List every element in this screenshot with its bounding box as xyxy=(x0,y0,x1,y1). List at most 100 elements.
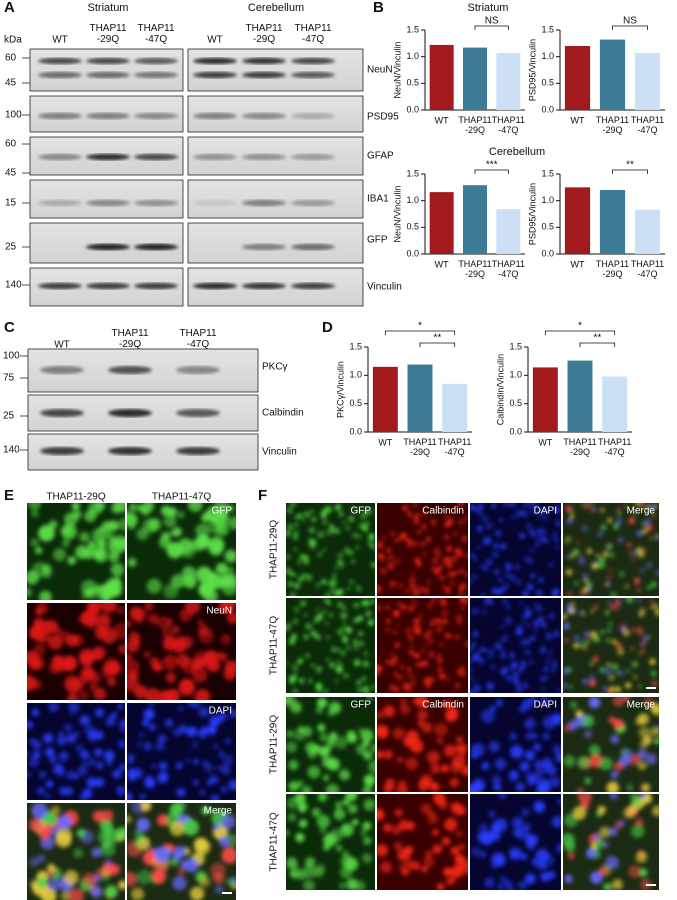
micrograph xyxy=(377,503,468,596)
blot-band xyxy=(242,282,286,290)
cell xyxy=(536,536,540,540)
cell xyxy=(455,614,463,621)
cell xyxy=(178,678,195,695)
cell xyxy=(618,571,625,578)
cell xyxy=(311,516,317,522)
cell xyxy=(71,634,84,647)
micrograph-cells xyxy=(563,794,659,890)
cell xyxy=(416,562,422,567)
cell xyxy=(43,732,54,744)
cell xyxy=(292,529,300,537)
cell xyxy=(42,563,52,574)
cell xyxy=(497,883,505,890)
cell xyxy=(72,510,82,520)
cell xyxy=(624,505,628,509)
cell xyxy=(437,666,443,672)
cell xyxy=(157,734,167,743)
cell xyxy=(402,505,409,512)
cell xyxy=(608,686,615,692)
cell xyxy=(566,518,573,525)
x-tick-label: WT xyxy=(571,259,585,269)
cell xyxy=(293,515,298,520)
cell xyxy=(66,733,77,744)
cell xyxy=(131,887,145,900)
cell xyxy=(431,565,437,572)
cell xyxy=(445,713,455,722)
y-tick-label: 0.0 xyxy=(509,426,522,436)
cell xyxy=(405,682,413,690)
cell xyxy=(194,657,207,669)
cell xyxy=(563,637,569,643)
cell xyxy=(593,833,600,840)
cell xyxy=(535,589,543,596)
cell xyxy=(220,633,232,645)
cell xyxy=(540,622,548,629)
cell xyxy=(127,676,139,692)
cell xyxy=(581,525,589,532)
cell xyxy=(307,765,321,779)
micrograph-cells xyxy=(377,697,468,792)
cell xyxy=(529,503,536,507)
cell xyxy=(328,580,336,587)
cell xyxy=(586,581,593,588)
x-tick-label: THAP11 -29Q xyxy=(458,115,491,135)
cell xyxy=(545,632,553,640)
cell xyxy=(107,677,117,687)
cell xyxy=(482,539,489,546)
cell xyxy=(526,583,534,591)
cell xyxy=(518,880,528,890)
micrograph xyxy=(127,503,236,600)
cell xyxy=(470,668,473,673)
bar xyxy=(463,185,487,254)
cell xyxy=(287,812,297,822)
cell xyxy=(542,508,549,515)
cell xyxy=(109,863,121,875)
cell xyxy=(140,803,152,812)
micrograph xyxy=(470,503,561,596)
micrograph xyxy=(127,803,236,900)
cell xyxy=(316,814,330,828)
lane-label: WT xyxy=(52,35,68,46)
cell xyxy=(428,651,435,658)
cell xyxy=(454,634,460,640)
cell xyxy=(628,865,642,878)
cell xyxy=(449,778,459,788)
row-label: THAP11-29Q xyxy=(269,520,280,580)
cell xyxy=(324,592,331,596)
cell xyxy=(480,564,484,568)
cell xyxy=(606,581,611,587)
cell xyxy=(75,743,84,753)
y-tick-label: 0.5 xyxy=(541,222,554,232)
cell xyxy=(94,777,105,787)
cell xyxy=(588,697,601,709)
cell xyxy=(184,858,199,873)
cell xyxy=(606,627,612,633)
cell xyxy=(654,609,659,616)
cell xyxy=(385,605,390,610)
cell xyxy=(587,637,592,642)
blot-label: PSD95 xyxy=(367,112,399,123)
cell xyxy=(348,803,358,814)
cell xyxy=(36,877,48,888)
cell xyxy=(563,614,567,620)
kda-marker: 25 xyxy=(5,242,17,253)
cell xyxy=(649,658,656,665)
cell xyxy=(342,606,347,611)
cell xyxy=(95,503,106,511)
cell xyxy=(427,813,439,825)
blot-band xyxy=(40,366,84,374)
cell xyxy=(209,715,221,727)
cell xyxy=(608,675,615,681)
cell xyxy=(362,821,372,831)
cell xyxy=(392,655,398,661)
cell xyxy=(520,659,526,666)
column-label: THAP11-47Q xyxy=(152,492,212,503)
panel-letter: E xyxy=(4,487,14,504)
cell xyxy=(220,785,228,793)
cell xyxy=(390,531,396,537)
cell xyxy=(358,535,362,539)
blot-band xyxy=(291,153,335,161)
cell xyxy=(360,829,367,836)
cell xyxy=(293,548,297,552)
cell xyxy=(505,573,510,578)
